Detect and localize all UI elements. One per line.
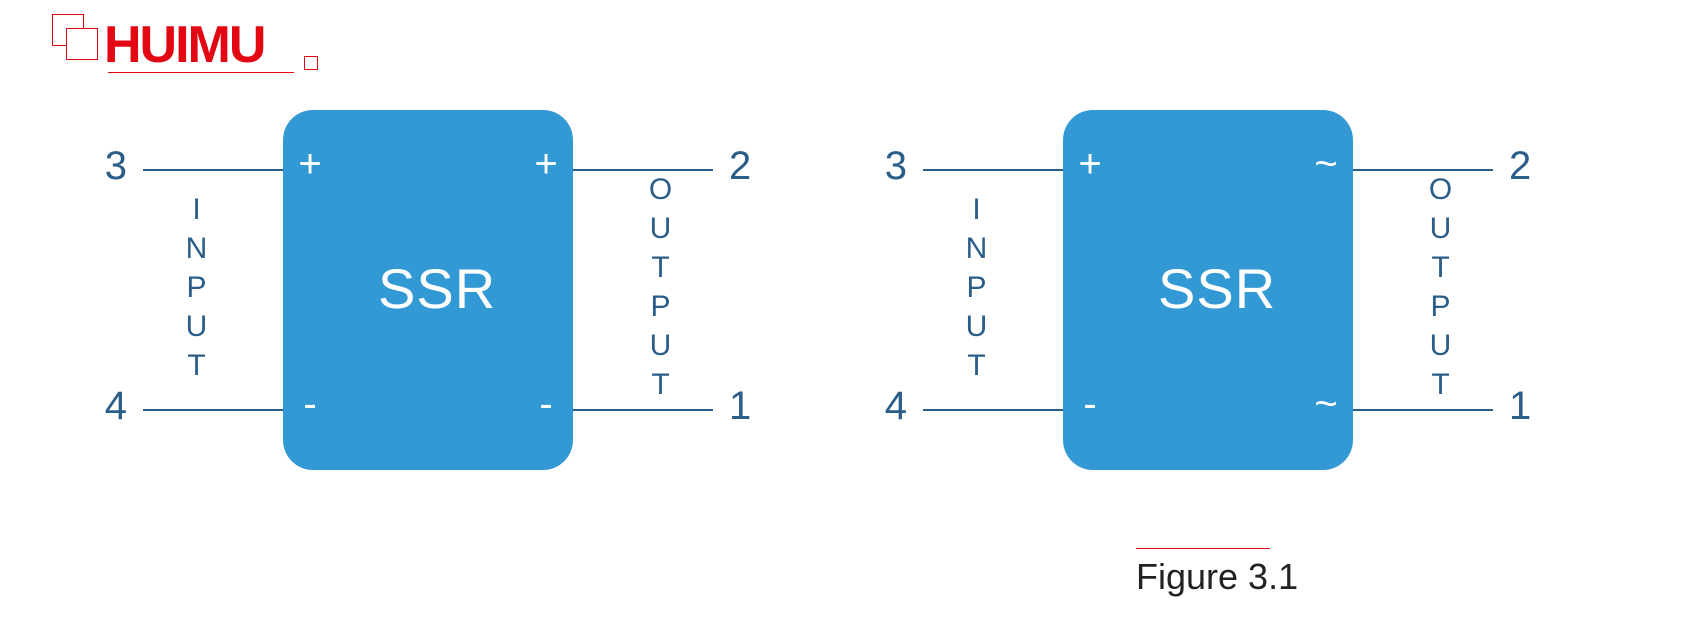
wire bbox=[143, 409, 283, 411]
pin-number: 3 bbox=[105, 144, 127, 189]
polarity-sign: + bbox=[295, 142, 325, 187]
wire bbox=[143, 169, 283, 171]
pin-number: 4 bbox=[885, 384, 907, 429]
pin-number: 2 bbox=[729, 144, 751, 189]
polarity-sign: + bbox=[1075, 142, 1105, 187]
pin-number: 3 bbox=[885, 144, 907, 189]
polarity-sign: - bbox=[1075, 382, 1105, 427]
pin-number: 1 bbox=[729, 384, 751, 429]
polarity-sign: - bbox=[531, 382, 561, 427]
polarity-sign: ~ bbox=[1311, 142, 1341, 187]
logo-underline bbox=[108, 72, 294, 73]
pin-number: 2 bbox=[1509, 144, 1531, 189]
figure-caption: Figure 3.1 bbox=[1136, 556, 1298, 598]
ssr-title-left: SSR bbox=[378, 256, 496, 321]
wire bbox=[1353, 409, 1493, 411]
logo-square-icon bbox=[66, 28, 98, 60]
wire bbox=[1353, 169, 1493, 171]
pin-number: 4 bbox=[105, 384, 127, 429]
polarity-sign: + bbox=[531, 142, 561, 187]
wire bbox=[923, 409, 1063, 411]
wire bbox=[923, 169, 1063, 171]
pin-number: 1 bbox=[1509, 384, 1531, 429]
side-label: INPUT bbox=[959, 186, 993, 394]
logo-square-icon bbox=[304, 56, 318, 70]
svg-text:HUIMU: HUIMU bbox=[104, 16, 264, 74]
brand-wordmark: HUIMU bbox=[104, 14, 364, 74]
side-label: OUTPUT bbox=[643, 186, 677, 394]
polarity-sign: - bbox=[295, 382, 325, 427]
side-label: OUTPUT bbox=[1423, 186, 1457, 394]
polarity-sign: ~ bbox=[1311, 382, 1341, 427]
ssr-title-right: SSR bbox=[1158, 256, 1276, 321]
wire bbox=[573, 409, 713, 411]
wire bbox=[573, 169, 713, 171]
side-label: INPUT bbox=[179, 186, 213, 394]
caption-overline bbox=[1136, 548, 1270, 549]
